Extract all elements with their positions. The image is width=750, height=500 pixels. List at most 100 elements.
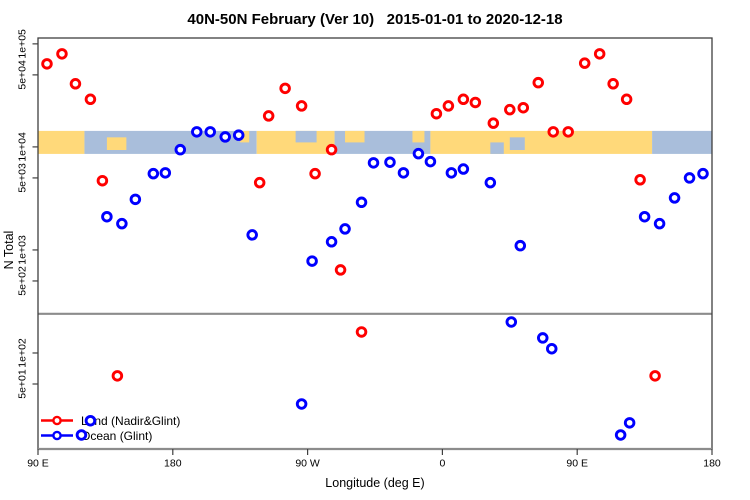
data-point-ocean — [614, 429, 627, 441]
y-tick-label: 5e+04 — [17, 60, 29, 90]
data-point-land — [634, 173, 646, 186]
map-band-detail-land — [412, 130, 425, 143]
data-point-ocean — [84, 414, 97, 427]
map-band-detail-ocean — [490, 142, 504, 154]
data-point-land — [547, 126, 559, 138]
x-tick-label: 0 — [439, 458, 445, 470]
data-point-ocean — [101, 210, 113, 223]
data-point-ocean — [219, 131, 231, 143]
data-point-land — [279, 82, 291, 95]
map-band-detail-land — [240, 130, 250, 143]
x-tick-label: 180 — [164, 458, 182, 470]
data-point-land — [532, 76, 545, 89]
y-tick-label: 5e+01 — [17, 369, 29, 399]
data-point-ocean — [295, 398, 308, 410]
data-point-ocean — [514, 239, 527, 252]
legend-key-land-icon — [41, 415, 73, 426]
data-point-ocean — [339, 223, 351, 235]
data-point-land — [504, 103, 516, 116]
data-point-land — [262, 110, 275, 122]
data-point-ocean — [191, 126, 203, 138]
data-point-ocean — [367, 157, 380, 169]
data-point-land — [562, 126, 574, 138]
data-point-land — [593, 48, 606, 60]
chart-title: 40N-50N February (Ver 10) 2015-01-01 to … — [187, 11, 563, 28]
data-point-ocean — [668, 192, 681, 204]
y-tick-label: 1e+02 — [17, 338, 29, 368]
data-point-land — [469, 96, 482, 109]
data-point-land — [607, 78, 619, 90]
data-point-land — [442, 100, 455, 112]
data-point-land — [620, 93, 633, 106]
data-point-land — [325, 143, 338, 156]
data-point-land — [41, 58, 53, 70]
data-point-land — [56, 48, 68, 60]
y-tick-label: 5e+03 — [17, 163, 29, 193]
data-point-ocean — [697, 167, 709, 180]
data-point-ocean — [174, 143, 187, 156]
data-point-ocean — [397, 167, 410, 179]
data-point-ocean — [683, 172, 696, 184]
data-point-ocean — [384, 156, 396, 168]
map-band-detail-land — [345, 130, 365, 143]
y-axis-label: N Total — [2, 230, 16, 270]
data-point-land — [457, 93, 470, 106]
plot-frame — [37, 37, 713, 450]
data-point-ocean — [159, 167, 172, 179]
data-point-land — [295, 100, 308, 112]
data-point-ocean — [484, 176, 497, 189]
map-band-detail-land — [106, 137, 127, 151]
data-point-land — [517, 101, 530, 114]
x-tick-label: 90 W — [295, 458, 320, 470]
map-band-detail-ocean — [295, 130, 317, 143]
x-tick-label: 180 — [703, 458, 721, 470]
data-point-ocean — [545, 342, 558, 355]
data-point-ocean — [537, 332, 549, 344]
data-point-ocean — [75, 429, 88, 441]
data-point-ocean — [457, 163, 470, 175]
y-tick-label: 1e+04 — [17, 132, 29, 162]
y-tick-label: 1e+05 — [17, 29, 29, 59]
data-point-land — [430, 107, 443, 120]
map-band-segment-land — [430, 130, 653, 154]
map-band-segment-ocean — [652, 130, 712, 154]
data-point-land — [253, 176, 266, 189]
data-point-ocean — [412, 147, 425, 160]
data-point-ocean — [325, 236, 338, 248]
map-band-segment-ocean — [84, 130, 257, 154]
legend-label-ocean: Ocean (Glint) — [81, 428, 153, 443]
data-point-ocean — [147, 167, 160, 180]
x-tick-label: 90 E — [566, 458, 588, 470]
data-point-ocean — [232, 129, 245, 141]
data-point-land — [578, 57, 591, 69]
data-point-land — [111, 370, 124, 382]
legend-item-ocean: Ocean (Glint) — [40, 428, 180, 443]
x-tick-label: 90 E — [27, 458, 49, 470]
data-point-ocean — [355, 196, 368, 209]
data-point-ocean — [424, 155, 437, 168]
data-point-ocean — [623, 417, 636, 429]
data-point-land — [69, 78, 82, 90]
data-point-ocean — [129, 193, 142, 206]
data-point-ocean — [653, 217, 666, 230]
data-point-ocean — [204, 126, 216, 138]
y-tick-label: 1e+03 — [17, 235, 29, 265]
data-point-land — [355, 326, 368, 338]
data-point-land — [309, 167, 321, 180]
y-tick-label: 5e+02 — [17, 266, 29, 296]
data-point-ocean — [505, 316, 518, 328]
legend-key-ocean-icon — [41, 430, 73, 441]
data-point-ocean — [116, 217, 128, 230]
data-point-land — [487, 117, 500, 129]
map-band-segment-land — [38, 130, 85, 154]
data-point-land — [84, 93, 97, 106]
data-point-ocean — [246, 229, 258, 241]
data-point-ocean — [638, 210, 651, 223]
data-point-land — [334, 264, 347, 276]
data-point-ocean — [306, 255, 318, 267]
data-point-ocean — [445, 167, 458, 179]
data-point-land — [649, 370, 661, 382]
map-band-detail-ocean — [509, 137, 525, 151]
